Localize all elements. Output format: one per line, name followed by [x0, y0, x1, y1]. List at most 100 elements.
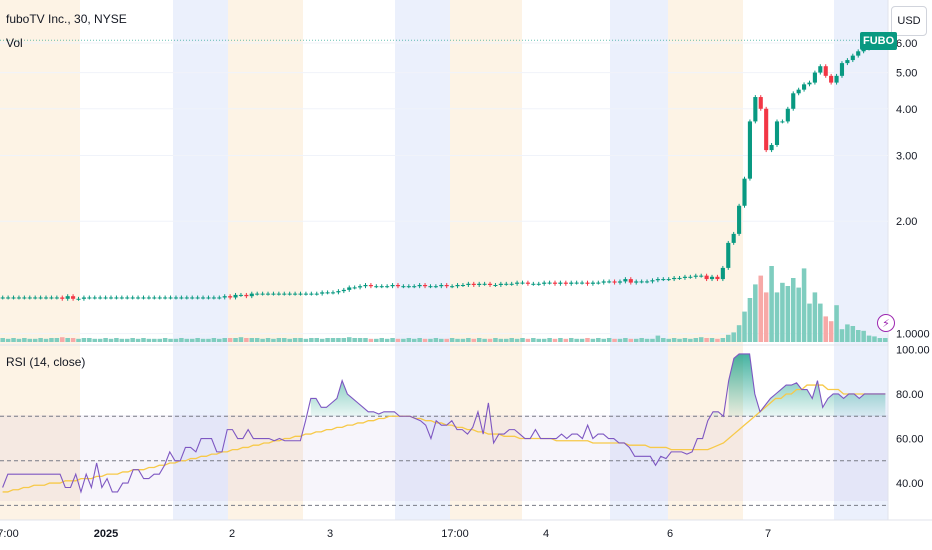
candle-body	[130, 297, 135, 299]
candle-body	[774, 121, 780, 145]
candle-body	[823, 66, 828, 76]
currency-button[interactable]: USD	[891, 6, 927, 36]
volume-bar	[124, 338, 130, 342]
volume-bar	[189, 338, 195, 342]
volume-bar	[698, 337, 704, 342]
volume-bar	[271, 338, 276, 342]
volume-bars	[0, 266, 888, 342]
candle-body	[298, 293, 303, 295]
rsi-ma-line	[2, 384, 886, 493]
candle-body	[471, 283, 476, 285]
candle-body	[634, 281, 639, 283]
candle-body	[222, 296, 227, 298]
candle-body	[184, 297, 189, 299]
volume-bar	[460, 338, 466, 342]
rsi-series	[2, 353, 886, 494]
volume-bar	[471, 338, 477, 342]
time-tick-label: 6	[667, 528, 673, 540]
volume-bar	[65, 338, 70, 342]
volume-bar	[374, 338, 379, 342]
rsi-indicator-label[interactable]: RSI (14, close)	[6, 355, 86, 369]
volume-bar	[108, 338, 114, 342]
candle-body	[834, 75, 839, 83]
volume-bar	[834, 305, 839, 342]
volume-bar	[753, 284, 758, 342]
candle-body	[769, 144, 774, 151]
candle-body	[704, 275, 709, 280]
volume-bar	[493, 338, 498, 342]
candle-body	[628, 279, 633, 283]
symbol-title[interactable]: fuboTV Inc., 30, NYSE	[6, 12, 127, 26]
candle-body	[709, 276, 715, 280]
volume-bar	[715, 338, 720, 342]
volume-bar	[509, 338, 514, 342]
volume-bar	[254, 338, 260, 342]
volume-bar	[807, 303, 812, 342]
candle-body	[531, 283, 536, 285]
rsi-tick-label: 40.00	[896, 478, 924, 490]
volume-bar	[503, 338, 509, 342]
volume-bar	[146, 338, 152, 342]
candle-body	[417, 284, 422, 287]
volume-indicator-label[interactable]: Vol	[6, 36, 23, 50]
candle-body	[282, 293, 287, 295]
candle-body	[785, 108, 790, 122]
volume-bar	[855, 330, 861, 342]
volume-bar	[633, 338, 639, 342]
volume-bar	[103, 338, 108, 342]
volume-bar	[839, 329, 845, 342]
volume-bar	[617, 338, 623, 342]
volume-bar	[5, 338, 11, 342]
volume-bar	[861, 330, 866, 342]
volume-bar	[449, 338, 455, 342]
volume-bar	[520, 338, 525, 342]
volume-bar	[390, 338, 395, 342]
volume-bar	[22, 338, 27, 342]
volume-bar	[547, 338, 552, 342]
volume-bar	[406, 338, 412, 342]
candle-body	[379, 286, 384, 288]
rsi-line	[2, 353, 886, 494]
time-axis[interactable]: 7:00 2025 2 3 17:00 4 6 7	[0, 528, 771, 540]
volume-bar	[357, 338, 363, 342]
volume-bar	[38, 338, 43, 342]
candle-body	[325, 292, 330, 294]
time-tick-label: 7:00	[0, 528, 19, 540]
candle-body	[607, 281, 612, 283]
volume-bar	[850, 326, 856, 342]
candle-body	[71, 296, 76, 299]
volume-bar	[49, 338, 54, 342]
candle-body	[22, 297, 27, 299]
rsi-band-fill	[0, 415, 888, 501]
time-tick-label: 7	[765, 528, 771, 540]
candle-body	[515, 282, 520, 284]
candle-body	[558, 282, 563, 284]
candle-body	[81, 297, 86, 299]
volume-bar	[195, 338, 200, 342]
volume-bar	[801, 268, 807, 342]
candle-body	[385, 286, 390, 288]
candle-body	[92, 297, 97, 299]
candle-body	[146, 297, 151, 299]
volume-bar	[325, 338, 330, 342]
candle-body	[54, 297, 59, 299]
candle-body	[720, 267, 725, 280]
candle-body	[623, 279, 628, 282]
volume-bar	[525, 338, 531, 342]
candle-body	[688, 276, 693, 278]
volume-bar	[877, 338, 883, 342]
volume-bar	[725, 334, 731, 342]
candle-body	[644, 281, 650, 283]
last-price-tag: FUBO	[860, 32, 898, 50]
time-tick-label: 4	[543, 528, 549, 540]
volume-bar	[758, 275, 764, 342]
volume-bar	[417, 338, 422, 342]
candle-body	[374, 286, 379, 288]
volume-bar	[428, 338, 433, 342]
lightning-icon[interactable]: ⚡	[877, 314, 895, 332]
price-axis[interactable]: 1.0000 2.00 3.00 4.00 5.00 6.00 40.00 60.00 80.0…	[896, 38, 930, 490]
volume-bar	[244, 338, 249, 342]
volume-bar	[211, 338, 217, 342]
candle-body	[422, 284, 428, 287]
